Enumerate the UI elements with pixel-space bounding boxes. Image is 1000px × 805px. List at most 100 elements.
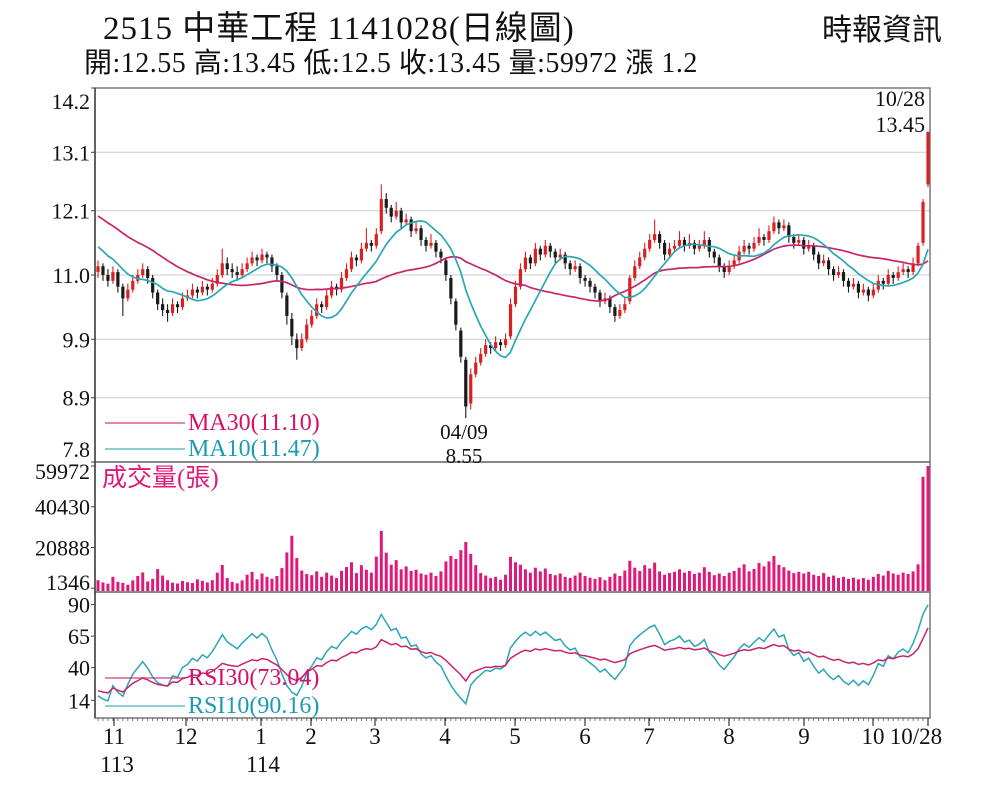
ma30-legend-label: MA30(11.10) [188, 410, 320, 436]
volume-bar [752, 568, 756, 591]
candle [633, 266, 637, 278]
volume-bar [876, 573, 880, 591]
candle [787, 225, 791, 238]
volume-bar [121, 582, 125, 591]
candle [583, 277, 587, 281]
candle [638, 257, 642, 267]
volume-bar [827, 576, 831, 591]
volume-bar [583, 575, 587, 591]
candle [831, 269, 836, 275]
candle [797, 239, 801, 243]
candle [578, 266, 582, 278]
volume-bar [215, 572, 219, 591]
candle [682, 239, 687, 246]
candle [305, 324, 309, 340]
candle [215, 275, 219, 284]
data-source-label: 時報資訊 [822, 14, 942, 47]
candle [921, 201, 925, 243]
volume-bar [260, 573, 264, 591]
low-annotation-date: 04/09 [440, 420, 488, 444]
candle [260, 254, 264, 261]
candle [484, 345, 488, 354]
candle [762, 237, 766, 240]
volume-bar [603, 580, 607, 591]
volume-bar [533, 567, 537, 591]
candle [454, 301, 458, 325]
candle [111, 272, 115, 281]
candle [300, 339, 304, 349]
volume-bar [136, 575, 140, 591]
candle [722, 266, 726, 273]
volume-bar [504, 574, 508, 591]
volume-bar [767, 561, 771, 591]
candle [841, 272, 846, 281]
volume-bar [404, 566, 408, 591]
candle [285, 295, 289, 316]
candle [891, 275, 895, 278]
volume-bar [911, 571, 915, 591]
candle [106, 275, 110, 281]
volume-bar [320, 576, 324, 591]
candle [901, 269, 905, 273]
candle [205, 286, 209, 290]
candle [101, 266, 105, 275]
volume-bar [489, 578, 493, 591]
volume-bar [792, 573, 796, 591]
candle [399, 210, 403, 223]
volume-bar [528, 572, 532, 591]
volume-bar [111, 576, 115, 591]
month-label: 1 [255, 724, 267, 749]
candle [146, 269, 150, 278]
candle [379, 199, 383, 232]
volume-bar [389, 564, 393, 591]
volume-bar [598, 577, 602, 591]
volume-bar [782, 567, 786, 591]
volume-bar [732, 570, 736, 591]
candle [498, 342, 503, 346]
price-axis-label: 11.0 [52, 263, 90, 288]
rsi-axis-label: 14 [68, 688, 90, 713]
candle [757, 237, 761, 243]
candle [836, 272, 841, 275]
candle [325, 295, 329, 308]
candle [672, 245, 677, 249]
high-annotation-price: 13.45 [875, 112, 926, 137]
volume-bar [156, 569, 160, 591]
candle [161, 304, 165, 311]
volume-bar [673, 571, 677, 591]
candle [822, 260, 826, 264]
candle [126, 289, 130, 299]
volume-bar [295, 558, 299, 591]
candle [608, 298, 612, 308]
volume-bar [613, 573, 617, 591]
volume-bar [509, 556, 513, 591]
volume-bar [325, 572, 329, 591]
candle [553, 251, 557, 258]
month-label: 8 [723, 724, 735, 749]
volume-bar [280, 568, 284, 591]
volume-bar [364, 569, 368, 591]
month-label: 2 [305, 724, 317, 749]
price-axis-label: 7.8 [63, 437, 91, 462]
candle [906, 269, 910, 273]
volume-bar [697, 572, 701, 591]
candle [538, 248, 542, 255]
candle [692, 242, 697, 249]
candle [767, 231, 771, 240]
volume-bar [663, 574, 667, 591]
candle [320, 304, 324, 308]
candle [911, 263, 915, 273]
volume-bar [802, 573, 806, 591]
volume-bar [474, 565, 478, 591]
volume-bar [354, 573, 358, 591]
volume-bar [374, 556, 378, 591]
candle [807, 245, 811, 249]
volume-bar [414, 569, 418, 591]
volume-bar [399, 569, 403, 591]
volume-bar [896, 574, 900, 591]
volume-bar [126, 584, 130, 591]
volume-bar [553, 575, 557, 591]
volume-bar [568, 578, 572, 591]
